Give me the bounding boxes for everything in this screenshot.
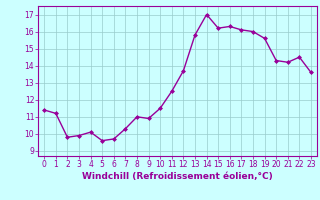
X-axis label: Windchill (Refroidissement éolien,°C): Windchill (Refroidissement éolien,°C) <box>82 172 273 181</box>
